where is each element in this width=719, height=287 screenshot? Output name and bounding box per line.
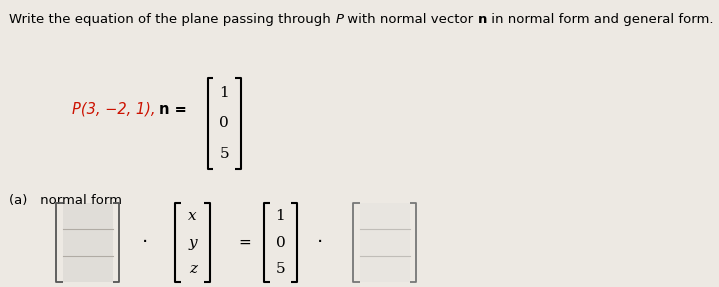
Bar: [360, 203, 410, 282]
Text: with normal vector: with normal vector: [344, 13, 477, 26]
Text: (a)   normal form: (a) normal form: [9, 194, 122, 208]
Text: =: =: [238, 235, 251, 250]
Text: n =: n =: [159, 102, 187, 117]
Text: n: n: [477, 13, 487, 26]
Text: x: x: [188, 209, 197, 223]
Text: 5: 5: [275, 262, 285, 276]
Text: 1: 1: [275, 209, 285, 223]
Text: 0: 0: [219, 117, 229, 130]
Text: 1: 1: [219, 86, 229, 100]
Text: in normal form and general form.: in normal form and general form.: [487, 13, 713, 26]
Text: 5: 5: [219, 147, 229, 160]
Text: y: y: [188, 236, 197, 249]
Text: P(3, −2, 1),: P(3, −2, 1),: [72, 102, 155, 117]
Text: 0: 0: [275, 236, 285, 249]
Text: Write the equation of the plane passing through: Write the equation of the plane passing …: [9, 13, 335, 26]
Bar: [63, 203, 113, 282]
Text: P: P: [335, 13, 344, 26]
Text: ·: ·: [142, 233, 148, 252]
Text: z: z: [188, 262, 197, 276]
Text: ·: ·: [317, 233, 323, 252]
